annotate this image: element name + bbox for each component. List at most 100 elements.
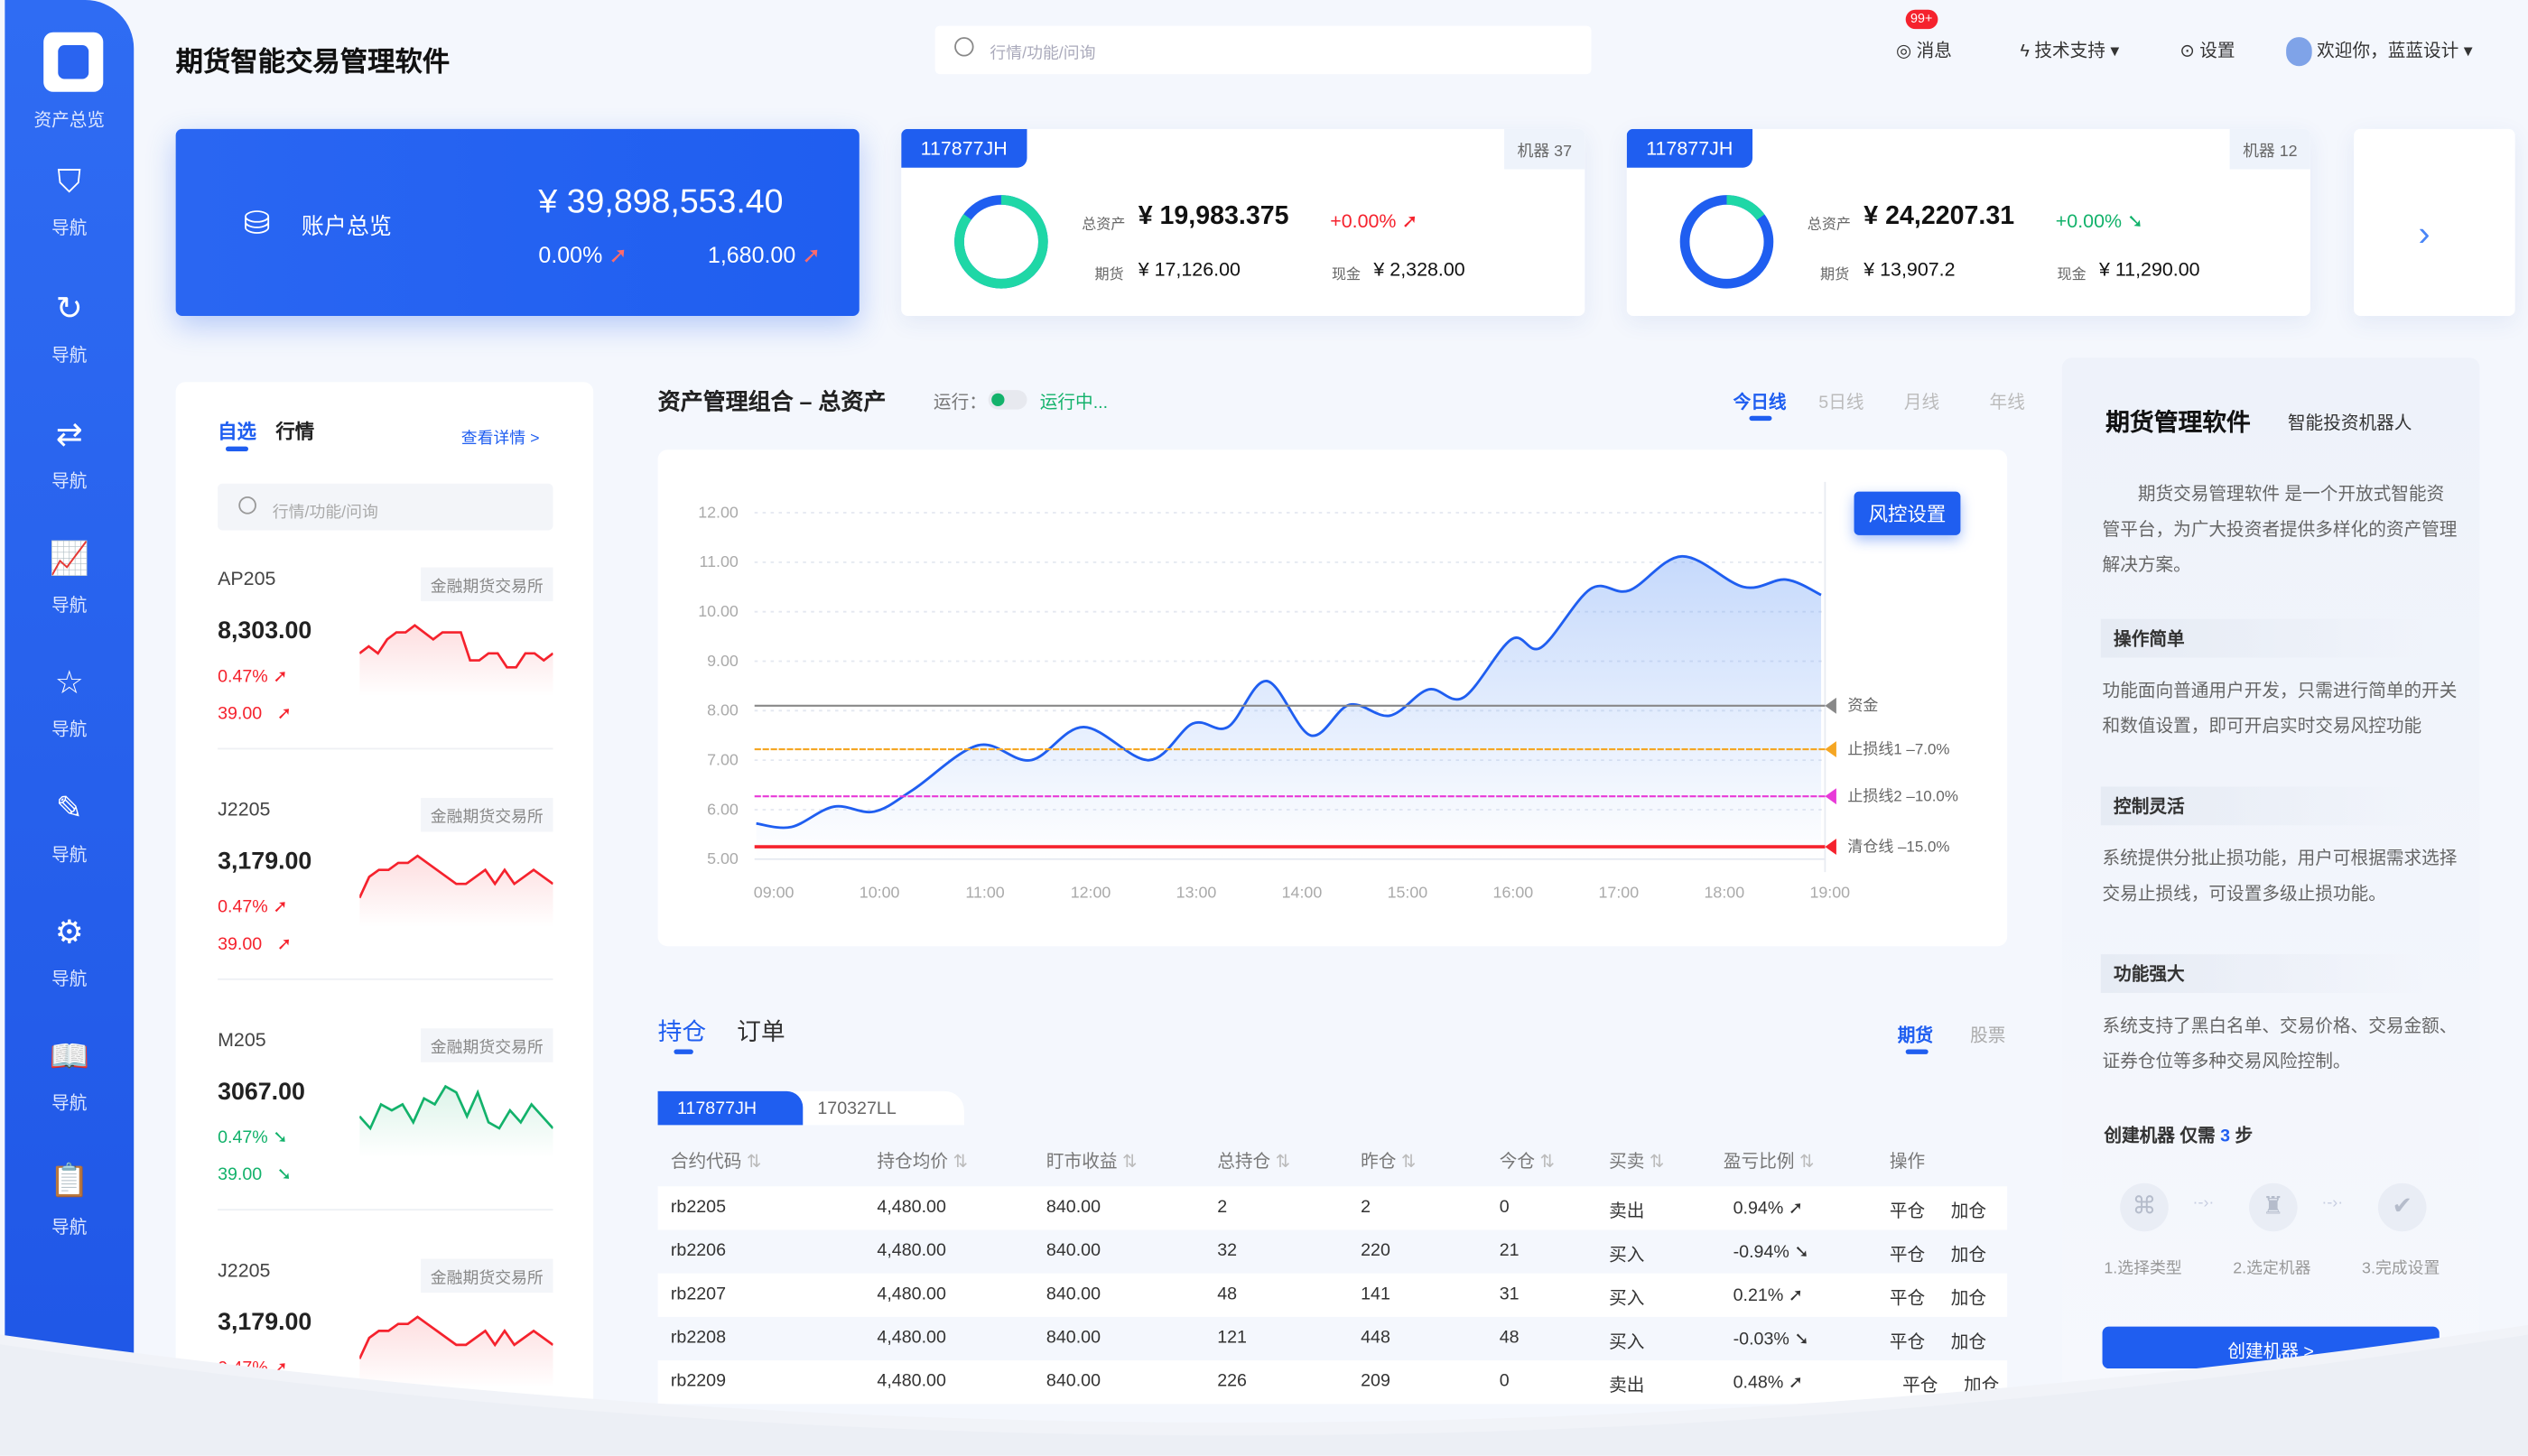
search-input[interactable]: 行情/功能/问询 [934, 25, 1592, 75]
cell-avg: 4,480.00 [877, 1240, 946, 1261]
account-card[interactable]: 117877JH 机器 12 总资产 ¥ 24,2207.31 +0.00% ➘… [1626, 128, 2310, 316]
table-row[interactable]: rb2205 4,480.00 840.00 2 2 0 卖出 0.94% ➚ 平仓 加仓 [657, 1186, 2008, 1230]
close-position-link[interactable]: 平仓 [1889, 1246, 1926, 1266]
sort-icon: ⇅ [1539, 1152, 1555, 1173]
support-menu[interactable]: ϟ 技术支持 ▾ [2020, 42, 2120, 61]
search-placeholder: 行情/功能/问询 [272, 504, 378, 523]
cell-yest: 448 [1361, 1328, 1390, 1348]
watchlist-item[interactable]: AP205 金融期货交易所 8,303.00 0.47% ➚ 39.00 ➚ [218, 567, 553, 761]
star-icon: ☆ [54, 665, 84, 702]
account-tab-170327LL[interactable]: 170327LL [817, 1099, 897, 1119]
risk-settings-button[interactable]: 风控设置 [1854, 491, 1961, 535]
logo-icon[interactable] [43, 32, 104, 92]
support-label: 技术支持 [2034, 42, 2105, 61]
column-header[interactable]: 合约代码 ⇅ [670, 1152, 762, 1173]
exchange-badge: 金融期货交易所 [421, 797, 553, 832]
messages-label: 消息 [1916, 42, 1952, 61]
watchlist-item[interactable]: J2205 金融期货交易所 3,179.00 0.47% ➚ 39.00 ➚ [218, 797, 553, 991]
sidebar-item-label: 导航 [51, 1219, 88, 1239]
cell-ratio: -0.03% ➘ [1733, 1330, 1809, 1349]
contract-code: J2205 [218, 797, 271, 821]
sidebar-item-7[interactable]: ⚙ 导航 [5, 912, 134, 1008]
x-tick-label: 18:00 [1704, 884, 1744, 902]
close-position-link[interactable]: 平仓 [1902, 1376, 1938, 1396]
period-tab[interactable]: 年线 [1989, 393, 2025, 413]
cell-total: 48 [1217, 1284, 1238, 1304]
table-row[interactable]: rb2208 4,480.00 840.00 121 448 48 买入 -0.03% ➘ … [658, 1317, 2008, 1360]
table-row[interactable]: rb2206 4,480.00 840.00 32 220 21 买入 -0.94% ➘ 平… [658, 1229, 2008, 1273]
tab-positions[interactable]: 持仓 [657, 1018, 707, 1046]
column-header[interactable]: 盯市收益 ⇅ [1046, 1152, 1138, 1173]
settings-button[interactable]: ⊙ 设置 [2179, 37, 2235, 63]
column-header[interactable]: 盈亏比例 ⇅ [1723, 1152, 1815, 1173]
table-row[interactable]: rb2209 4,480.00 840.00 226 209 0 卖出 0.48% ➚ 平仓… [657, 1360, 2008, 1405]
column-header[interactable]: 总持仓 ⇅ [1217, 1152, 1291, 1173]
table-row[interactable]: rb2207 4,480.00 840.00 48 141 31 买入 0.21% ➚ 平仓… [657, 1273, 2008, 1317]
sidebar-item-8[interactable]: 📖 导航 [5, 1036, 134, 1133]
bell-icon: ◎ [1895, 42, 1912, 61]
step-label: 2.选定机器 [2233, 1260, 2311, 1279]
sidebar-item-label: 导航 [51, 347, 88, 366]
tab-futures[interactable]: 期货 [1897, 1026, 1934, 1046]
column-header: 操作 [1889, 1152, 1926, 1173]
column-header[interactable]: 买卖 ⇅ [1609, 1152, 1665, 1173]
exchange-icon: ⇄ [55, 416, 83, 453]
sidebar-item-4[interactable]: 📈 导航 [5, 538, 134, 635]
sidebar-item-label: 导航 [51, 1094, 88, 1115]
sidebar-item-2[interactable]: ↻ 导航 [5, 289, 134, 385]
add-position-link[interactable]: 加仓 [1950, 1202, 1986, 1222]
sidebar-item-3[interactable]: ⇄ 导航 [5, 413, 134, 510]
threshold-label: 止损线1 –7.0% [1847, 740, 1949, 757]
sparkline [359, 854, 553, 927]
watchlist-item[interactable]: M205 金融期货交易所 3067.00 0.47% ➘ 39.00 ➘ [218, 1028, 553, 1221]
tab-orders[interactable]: 订单 [737, 1018, 785, 1046]
close-position-link[interactable]: 平仓 [1889, 1332, 1926, 1353]
column-header[interactable]: 昨仓 ⇅ [1361, 1152, 1417, 1173]
account-overview-card[interactable]: ⛁ 账户总览 ¥ 39,898,553.40 0.00% ➚ 1,680.00 … [175, 128, 860, 316]
period-tab[interactable]: 5日线 [1818, 393, 1864, 413]
change-pct: 0.47% ➘ [218, 1127, 288, 1148]
sidebar-item-label: 导航 [51, 845, 88, 866]
threshold-marker [1825, 697, 1836, 714]
account-tab-117877JH[interactable]: 117877JH [657, 1090, 804, 1126]
settings-label: 设置 [2199, 42, 2235, 61]
tab-watchlist[interactable]: 自选 [218, 421, 256, 444]
sidebar-item-6[interactable]: ✎ 导航 [5, 787, 134, 884]
column-header[interactable]: 今仓 ⇅ [1499, 1152, 1555, 1173]
watchlist-item[interactable]: J2205 金融期货交易所 3,179.00 0.47% ➚ [218, 1258, 553, 1452]
sidebar-item-9[interactable]: 📋 导航 [5, 1161, 134, 1257]
tab-market[interactable]: 行情 [275, 421, 315, 444]
period-tab[interactable]: 月线 [1903, 393, 1940, 413]
cash-label: 现金 [2057, 265, 2087, 283]
messages-button[interactable]: ◎ 消息 [1896, 37, 1952, 63]
cell-side: 买入 [1609, 1332, 1645, 1353]
feature-text: 系统支持了黑白名单、交易价格、交易金额、证券仓位等多种交易风险控制。 [2102, 1016, 2458, 1072]
add-position-link[interactable]: 加仓 [1950, 1332, 1986, 1353]
cell-avg: 4,480.00 [877, 1197, 946, 1218]
add-position-link[interactable]: 加仓 [1950, 1246, 1986, 1266]
close-position-link[interactable]: 平仓 [1889, 1289, 1926, 1309]
user-menu[interactable]: 欢迎你，蓝蓝设计 ▾ [2286, 37, 2473, 67]
close-position-link[interactable]: 平仓 [1889, 1202, 1926, 1222]
add-position-link[interactable]: 加仓 [1950, 1289, 1986, 1309]
sort-icon: ⇅ [1275, 1152, 1291, 1173]
account-card[interactable]: 117877JH 机器 37 总资产 ¥ 19,983.375 +0.00% ➚… [901, 128, 1585, 316]
cell-pnl: 840.00 [1046, 1197, 1101, 1218]
welcome-label: 欢迎你，蓝蓝设计 [2317, 42, 2459, 61]
tab-stocks[interactable]: 股票 [1970, 1026, 2006, 1046]
watchlist-search-input[interactable]: 行情/功能/问询 [218, 483, 553, 531]
chevron-right-icon[interactable]: › [2418, 212, 2430, 254]
run-toggle[interactable] [988, 390, 1027, 410]
view-details-link[interactable]: 查看详情 > [460, 430, 540, 449]
cell-side: 买入 [1609, 1289, 1645, 1309]
cell-avg: 4,480.00 [877, 1328, 946, 1348]
sidebar-item-1[interactable]: ⛉ 导航 [5, 164, 134, 261]
period-tab[interactable]: 今日线 [1733, 393, 1787, 413]
check-circle-icon: ✔ [2377, 1182, 2427, 1232]
change-value: 39.00 ➚ [218, 934, 293, 955]
cell-pnl: 840.00 [1046, 1240, 1101, 1261]
sidebar-item-5[interactable]: ☆ 导航 [5, 663, 134, 759]
sidebar: 资产总览 ⛉ 导航 ↻ 导航 ⇄ 导航 📈 导航 ☆ 导航 ✎ 导航 ⚙ 导航 📖 导航 📋 导航 [5, 0, 135, 1456]
column-header[interactable]: 持仓均价 ⇅ [877, 1152, 968, 1173]
info-panel [2061, 357, 2480, 1414]
